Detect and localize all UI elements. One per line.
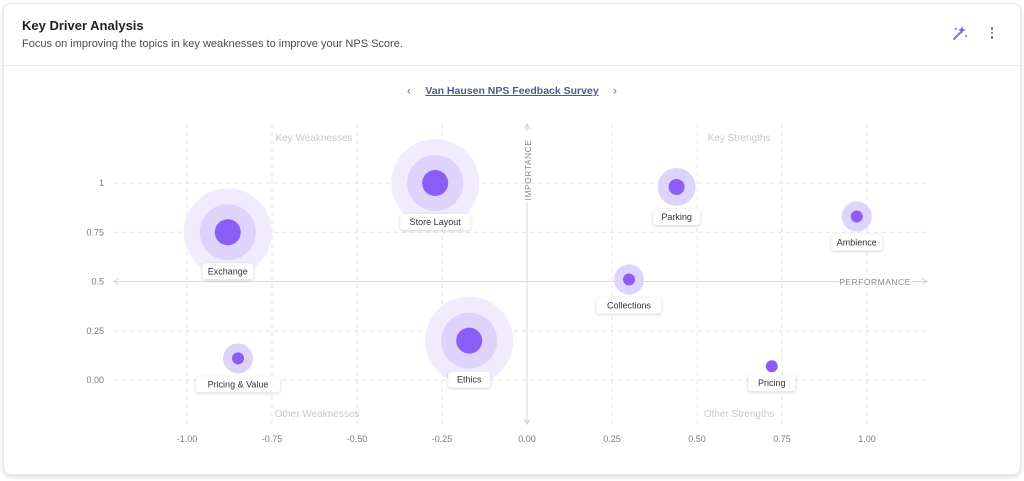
y-tick-label: 0.5 [91,277,104,287]
data-point: Ambience [831,201,883,251]
ai-insights-button[interactable] [949,22,971,44]
point-label: Store Layout [410,217,462,227]
data-point: Exchange [183,188,272,280]
card-title: Key Driver Analysis [22,18,144,33]
tick-labels: -1.00 -0.75 -0.50 -0.25 0.00 0.25 0.50 0.75 1.00… [86,178,875,444]
chevron-left-icon[interactable]: ‹ [406,84,412,98]
scatter-chart: -1.00 -0.75 -0.50 -0.25 0.00 0.25 0.50 0.75 1.00… [86,123,929,444]
quadrant-other-strengths: Other Strengths [704,409,775,420]
more-options-button[interactable] [981,22,1003,44]
data-point: Collections [596,264,662,314]
x-tick-label: 1.00 [858,434,876,444]
quadrant-key-strengths: Key Strengths [708,133,771,144]
y-axis-label: IMPORTANCE [523,140,533,201]
point-marker [623,273,635,286]
axes [113,123,928,425]
x-tick-label: -0.50 [347,434,368,444]
point-label: Parking [661,212,692,222]
quadrant-key-weaknesses: Key Weaknesses [275,133,352,144]
point-label-box [196,376,280,393]
point-label: Ethics [457,375,482,385]
point-label-box [831,234,883,251]
x-tick-label: -0.75 [262,434,283,444]
point-marker [765,360,778,373]
y-axis-arrow-bottom [523,418,531,425]
quadrant-other-weaknesses: Other Weaknesses [275,409,360,420]
x-axis-arrow-left [113,278,120,285]
point-label-box [653,208,701,225]
point-label-box [400,214,471,230]
point-marker [422,170,449,196]
x-axis-label: PERFORMANCE [839,277,911,287]
point-label-box [748,375,796,392]
point-label: Collections [607,301,652,311]
point-label-box [202,263,254,280]
more-vertical-icon [990,27,994,39]
data-point: Pricing & Value [196,343,280,393]
survey-link[interactable]: Van Hausen NPS Feedback Survey [425,85,599,97]
sparkle-wand-icon [953,26,968,40]
point-marker [850,210,863,223]
data-point: Store Layout [391,139,480,230]
point-marker [668,178,685,195]
x-tick-label: 0.75 [773,434,791,444]
y-axis-arrow-top [523,123,531,131]
point-label: Ambience [837,237,877,247]
x-axis-arrow-right [912,278,928,285]
x-tick-label: -0.25 [432,434,453,444]
data-point: Ethics [425,296,514,388]
chevron-right-icon[interactable]: › [612,84,618,98]
point-label: Exchange [208,266,248,276]
point-label: Pricing [758,378,786,388]
y-tick-label: 1 [99,178,104,188]
point-marker [232,352,244,365]
y-tick-label: 0.00 [86,375,104,385]
key-driver-card: Key Driver Analysis Focus on improving t… [3,3,1021,475]
point-label-box [448,371,491,388]
y-tick-label: 0.75 [86,227,104,237]
x-tick-label: 0.25 [603,434,621,444]
x-tick-label: 0.50 [688,434,706,444]
x-tick-label: 0.00 [518,434,536,444]
data-points: Store Layout Exchange Parking Ambience Colle… [183,139,883,393]
point-label-box [596,297,662,314]
data-point: Parking [653,167,701,225]
point-marker [456,327,483,354]
point-marker [214,219,241,246]
card-header: Key Driver Analysis Focus on improving t… [4,4,1020,66]
y-tick-label: 0.25 [86,326,104,336]
x-tick-label: -1.00 [177,434,198,444]
survey-navigator: ‹ Van Hausen NPS Feedback Survey › [4,82,1020,100]
point-label: Pricing & Value [208,379,269,389]
card-subtitle: Focus on improving the topics in key wea… [22,38,403,50]
data-point: Pricing [748,360,796,392]
